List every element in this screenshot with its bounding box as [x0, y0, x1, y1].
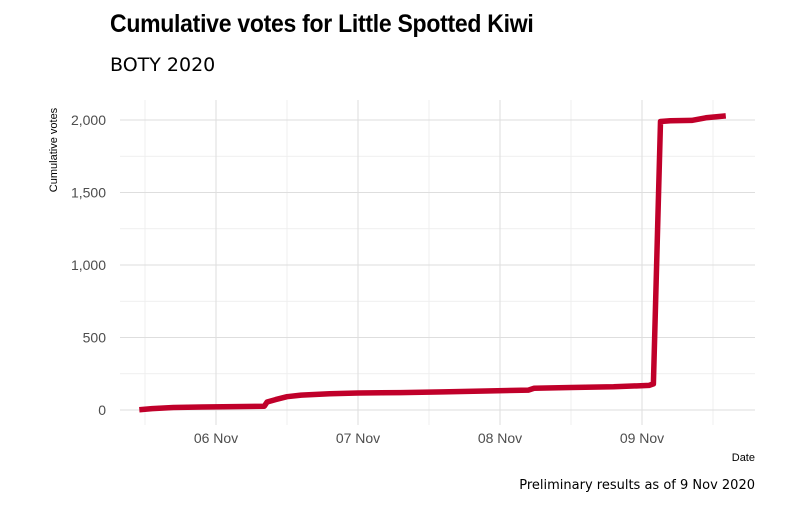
chart-caption: Preliminary results as of 9 Nov 2020 — [519, 478, 755, 493]
y-tick-label: 1,500 — [71, 185, 106, 201]
y-axis-title: Cumulative votes — [48, 107, 60, 192]
y-tick-label: 1,000 — [71, 257, 106, 273]
y-tick-label: 0 — [98, 402, 106, 418]
y-axis-ticks: 0 500 1,000 1,500 2,000 — [71, 112, 106, 418]
x-axis-ticks: 06 Nov 07 Nov 08 Nov 09 Nov — [194, 430, 664, 446]
y-tick-label: 2,000 — [71, 112, 106, 128]
x-tick-label: 09 Nov — [620, 430, 664, 446]
x-tick-label: 07 Nov — [336, 430, 380, 446]
y-tick-label: 500 — [83, 330, 107, 346]
x-tick-label: 08 Nov — [478, 430, 522, 446]
major-gridlines — [120, 100, 755, 425]
series-line — [139, 113, 727, 413]
chart-title: Cumulative votes for Little Spotted Kiwi — [110, 10, 534, 38]
series-group — [139, 113, 727, 413]
x-tick-label: 06 Nov — [194, 430, 238, 446]
x-axis-title: Date — [732, 452, 755, 464]
minor-gridlines — [120, 100, 755, 425]
chart-subtitle: BOTY 2020 — [110, 54, 216, 76]
